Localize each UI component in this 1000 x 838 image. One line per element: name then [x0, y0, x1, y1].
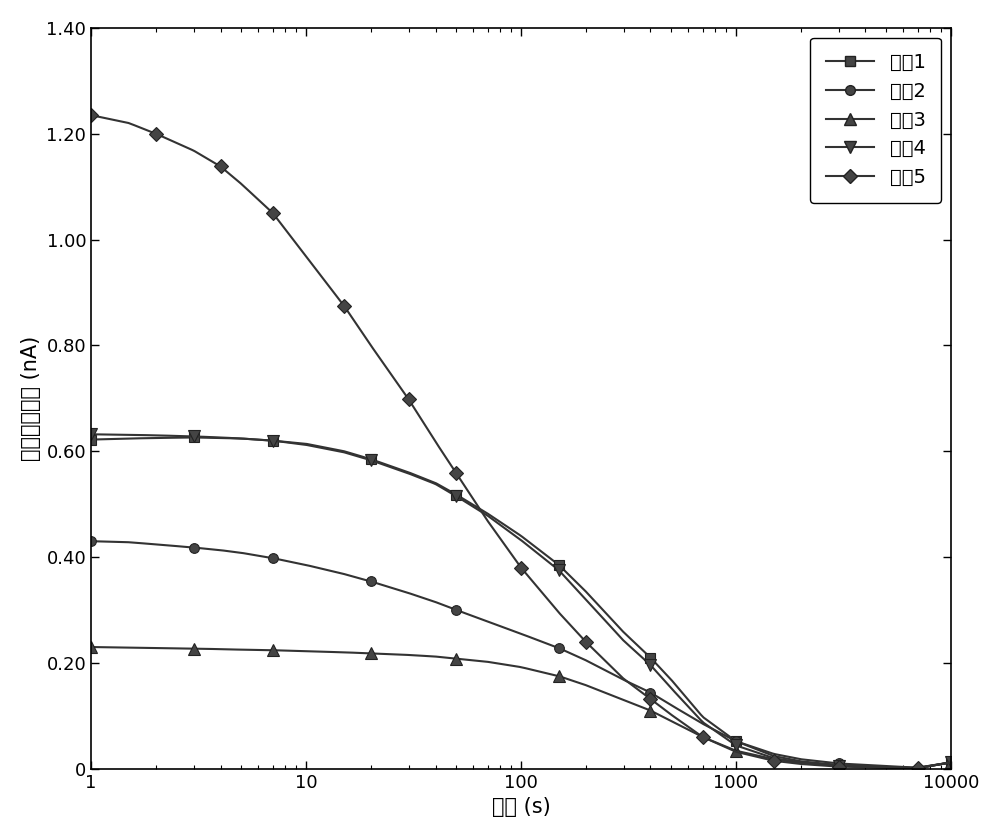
试样3 — [85, 642, 97, 652]
试样1 — [614, 623, 626, 634]
X-axis label: 时间 (s): 时间 (s) — [492, 797, 550, 817]
试样4 — [594, 610, 606, 620]
试样4 — [910, 763, 922, 773]
试样1 — [597, 605, 609, 615]
试样3 — [910, 763, 922, 773]
试样2 — [594, 663, 606, 673]
试样1 — [910, 763, 922, 773]
Legend: 试样1, 试样2, 试样3, 试样4, 试样5: 试样1, 试样2, 试样3, 试样4, 试样5 — [810, 38, 941, 203]
试样4 — [611, 628, 623, 639]
Line: 试样4: 试样4 — [91, 434, 951, 768]
试样5 — [945, 758, 957, 768]
试样3 — [945, 758, 957, 768]
试样1 — [189, 432, 201, 442]
试样4 — [88, 429, 100, 439]
试样1 — [88, 434, 100, 444]
试样3 — [864, 762, 876, 772]
试样4 — [85, 429, 97, 439]
试样5 — [864, 763, 876, 773]
试样1 — [867, 762, 879, 772]
试样2 — [85, 536, 97, 546]
试样1 — [600, 608, 612, 618]
试样2 — [597, 665, 609, 675]
试样1 — [813, 758, 825, 768]
试样4 — [810, 758, 822, 768]
Y-axis label: 等温放电电流 (nA): 等温放电电流 (nA) — [21, 336, 41, 461]
试样3 — [597, 687, 609, 697]
试样1 — [85, 435, 97, 445]
试样2 — [910, 763, 922, 773]
试样3 — [810, 759, 822, 769]
试样5 — [810, 760, 822, 770]
试样2 — [864, 760, 876, 770]
试样4 — [597, 613, 609, 623]
Line: 试样1: 试样1 — [91, 437, 951, 768]
试样1 — [945, 758, 957, 768]
试样5 — [85, 110, 97, 120]
试样4 — [945, 758, 957, 768]
Line: 试样3: 试样3 — [91, 647, 951, 768]
试样2 — [810, 756, 822, 766]
试样5 — [611, 668, 623, 678]
试样5 — [597, 654, 609, 664]
Line: 试样2: 试样2 — [91, 541, 951, 768]
试样3 — [611, 692, 623, 702]
试样5 — [594, 651, 606, 661]
试样5 — [88, 111, 100, 121]
试样4 — [864, 762, 876, 772]
试样3 — [594, 685, 606, 696]
试样2 — [88, 536, 100, 546]
试样5 — [910, 763, 922, 773]
试样3 — [88, 642, 100, 652]
Line: 试样5: 试样5 — [91, 115, 951, 768]
试样2 — [945, 758, 957, 768]
试样2 — [611, 671, 623, 681]
